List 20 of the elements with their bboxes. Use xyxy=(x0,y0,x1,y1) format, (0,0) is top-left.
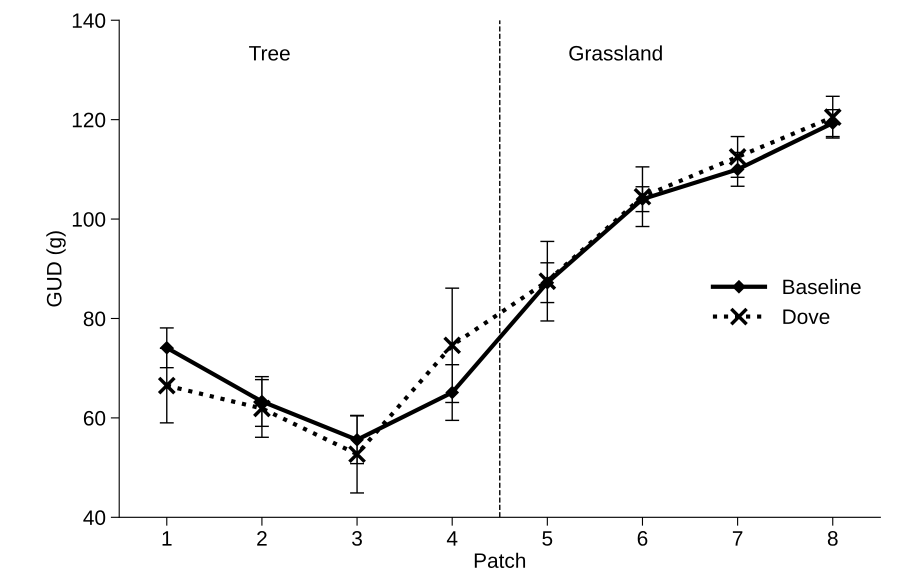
x-tick-label: 5 xyxy=(542,531,552,546)
y-tick-label: 120 xyxy=(72,112,106,128)
annotation: Tree xyxy=(249,46,290,61)
annotation: Grassland xyxy=(569,45,662,61)
x-axis-title: Patch xyxy=(474,552,526,568)
y-tick-label: 140 xyxy=(72,13,106,28)
y-tick-label: 40 xyxy=(83,510,106,526)
y-tick-label: 80 xyxy=(84,311,106,326)
legend-label: Dove xyxy=(783,310,830,324)
x-tick-label: 3 xyxy=(352,531,362,546)
y-axis-title: GUD (g) xyxy=(46,231,66,306)
x-tick-label: 1 xyxy=(162,531,172,546)
x-tick-label: 8 xyxy=(828,531,838,546)
x-tick-label: 7 xyxy=(732,531,742,546)
x-tick-label: 4 xyxy=(446,531,458,546)
legend-label: Baseline xyxy=(783,278,861,294)
x-tick-label: 2 xyxy=(257,531,267,546)
y-tick-label: 60 xyxy=(84,410,106,426)
x-tick-label: 6 xyxy=(638,531,648,546)
y-tick-label: 100 xyxy=(72,212,106,227)
